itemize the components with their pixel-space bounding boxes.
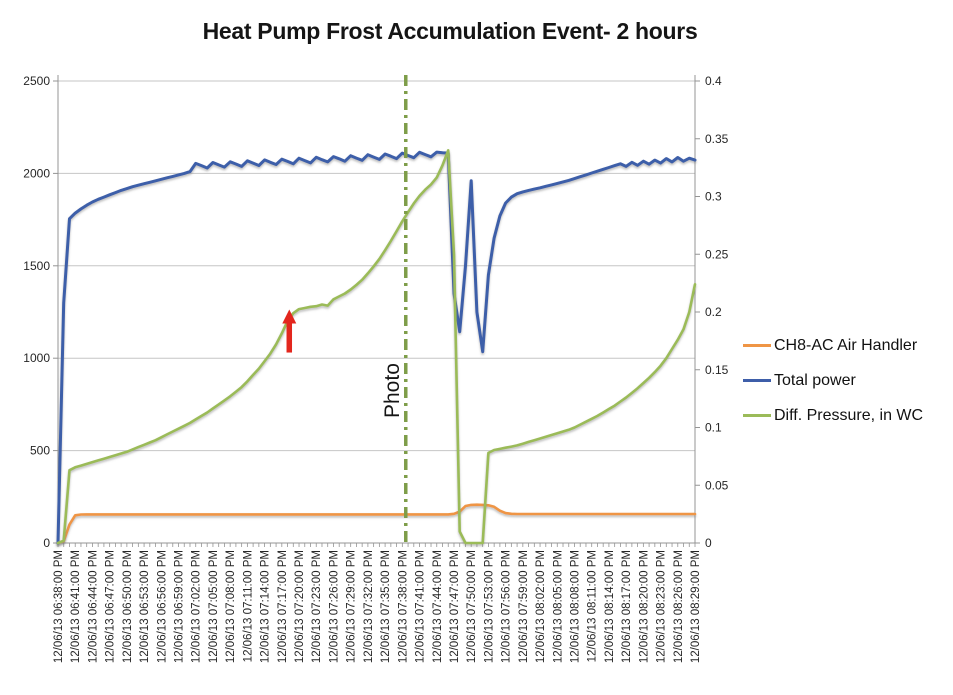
- x-axis-tick-label: 12/06/13 08:11:00 PM: [587, 550, 599, 662]
- series-diff-pressure-in-wc: [56, 149, 697, 545]
- x-axis-tick-label: 12/06/13 06:59:00 PM: [174, 550, 186, 663]
- legend: CH8-AC Air Handler Total power Diff. Press…: [743, 328, 923, 433]
- x-axis-tick-label: 12/06/13 07:14:00 PM: [260, 550, 272, 663]
- x-axis-tick-label: 12/06/13 08:17:00 PM: [621, 550, 633, 663]
- x-axis-tick-label: 12/06/13 07:44:00 PM: [432, 550, 444, 663]
- x-axis-tick-label: 12/06/13 07:41:00 PM: [415, 550, 427, 663]
- photo-label: Photo: [381, 363, 404, 418]
- legend-label: Total power: [774, 371, 856, 389]
- x-axis-tick-label: 12/06/13 08:08:00 PM: [569, 550, 581, 663]
- x-axis-tick-label: 12/06/13 06:53:00 PM: [139, 550, 151, 663]
- legend-swatch-icon: [743, 414, 771, 417]
- left-axis-tick-label: 2000: [23, 166, 50, 180]
- x-axis-tick-label: 12/06/13 07:47:00 PM: [449, 550, 461, 663]
- x-axis-tick-label: 12/06/13 06:47:00 PM: [105, 550, 117, 663]
- x-axis-tick-label: 12/06/13 07:59:00 PM: [518, 550, 530, 663]
- x-axis-tick-label: 12/06/13 08:02:00 PM: [535, 550, 547, 663]
- right-axis-tick-label: 0.35: [705, 132, 729, 146]
- legend-swatch-icon: [743, 344, 771, 347]
- right-axis-tick-label: 0.15: [705, 363, 729, 377]
- series-ch8-ac-air-handler: [56, 503, 697, 545]
- x-axis-tick-label: 12/06/13 06:44:00 PM: [87, 550, 99, 663]
- right-axis-tick-label: 0.3: [705, 190, 722, 204]
- legend-item-ch8-ac-air-handler: CH8-AC Air Handler: [743, 328, 923, 363]
- x-axis-tick-label: 12/06/13 07:56:00 PM: [501, 550, 513, 663]
- x-axis-tick-label: 12/06/13 07:08:00 PM: [225, 550, 237, 663]
- x-axis-tick-label: 12/06/13 07:11:00 PM: [242, 550, 254, 662]
- series-total-power: [56, 150, 697, 545]
- x-axis-tick-label: 12/06/13 06:38:00 PM: [53, 550, 65, 663]
- legend-item-total-power: Total power: [743, 363, 923, 398]
- x-axis-tick-label: 12/06/13 07:26:00 PM: [328, 550, 340, 663]
- x-axis-tick-label: 12/06/13 08:14:00 PM: [604, 550, 616, 663]
- x-axis-tick-label: 12/06/13 08:05:00 PM: [552, 550, 564, 663]
- right-axis-tick-label: 0.1: [705, 421, 722, 435]
- left-axis-tick-label: 0: [43, 536, 50, 550]
- x-axis-tick-label: 12/06/13 07:17:00 PM: [277, 550, 289, 663]
- arrow-head-icon: [282, 309, 297, 324]
- right-axis-tick-label: 0.2: [705, 305, 722, 319]
- x-axis-tick-label: 12/06/13 07:20:00 PM: [294, 550, 306, 663]
- legend-swatch-icon: [743, 379, 771, 382]
- x-axis-tick-label: 12/06/13 06:56:00 PM: [156, 550, 168, 663]
- x-axis-tick-label: 12/06/13 07:32:00 PM: [363, 550, 375, 663]
- x-axis-tick-label: 12/06/13 07:02:00 PM: [191, 550, 203, 663]
- x-axis-tick-label: 12/06/13 07:23:00 PM: [311, 550, 323, 663]
- left-axis-tick-label: 500: [30, 444, 50, 458]
- x-axis-tick-label: 12/06/13 07:29:00 PM: [346, 550, 358, 663]
- right-axis-tick-label: 0.25: [705, 247, 729, 261]
- right-axis-tick-label: 0: [705, 536, 712, 550]
- x-axis-tick-label: 12/06/13 07:05:00 PM: [208, 550, 220, 663]
- left-axis-tick-label: 1000: [23, 351, 50, 365]
- x-axis-tick-label: 12/06/13 08:29:00 PM: [690, 550, 702, 663]
- legend-item-diff-pressure-in-wc: Diff. Pressure, in WC: [743, 398, 923, 433]
- right-axis-tick-label: 0.4: [705, 74, 722, 88]
- legend-label: Diff. Pressure, in WC: [774, 406, 924, 424]
- legend-label: CH8-AC Air Handler: [774, 336, 918, 354]
- left-axis-tick-label: 2500: [23, 74, 50, 88]
- x-axis-tick-label: 12/06/13 06:50:00 PM: [122, 550, 134, 663]
- x-axis-tick-label: 12/06/13 07:50:00 PM: [466, 550, 478, 663]
- x-axis-tick-label: 12/06/13 08:26:00 PM: [673, 550, 685, 663]
- left-axis-tick-label: 1500: [23, 259, 50, 273]
- x-axis-tick-label: 12/06/13 08:23:00 PM: [656, 550, 668, 663]
- x-axis-tick-label: 12/06/13 07:35:00 PM: [380, 550, 392, 663]
- right-axis-tick-label: 0.05: [705, 478, 729, 492]
- x-axis-tick-label: 12/06/13 07:38:00 PM: [397, 550, 409, 663]
- x-axis-tick-label: 12/06/13 06:41:00 PM: [70, 550, 82, 663]
- x-axis-tick-label: 12/06/13 08:20:00 PM: [638, 550, 650, 663]
- chart-title: Heat Pump Frost Accumulation Event- 2 ho…: [202, 18, 698, 44]
- x-axis-tick-label: 12/06/13 07:53:00 PM: [483, 550, 495, 663]
